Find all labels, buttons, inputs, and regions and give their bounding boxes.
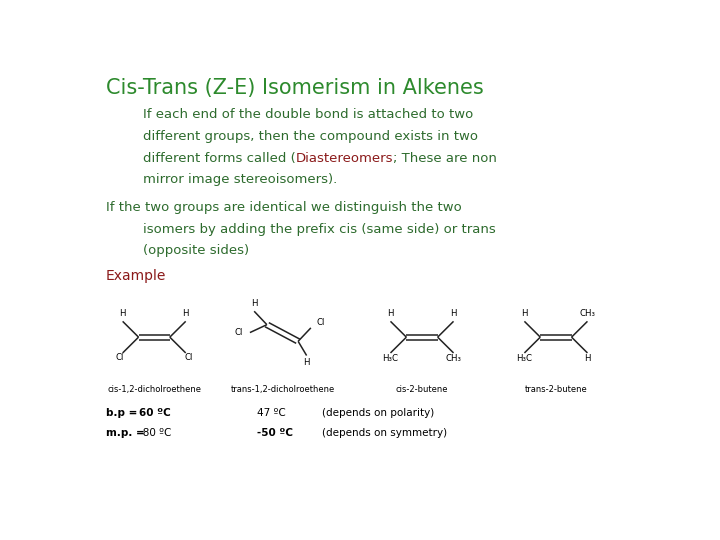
Text: trans-2-butene: trans-2-butene (525, 385, 588, 394)
Text: CH₃: CH₃ (580, 309, 595, 319)
Text: cis-2-butene: cis-2-butene (396, 385, 449, 394)
Text: (opposite sides): (opposite sides) (143, 245, 249, 258)
Text: different groups, then the compound exists in two: different groups, then the compound exis… (143, 130, 478, 143)
Text: Cl: Cl (184, 354, 193, 362)
Text: cis-1,2-dicholroethene: cis-1,2-dicholroethene (107, 385, 201, 394)
Text: -80 ºC: -80 ºC (139, 428, 171, 438)
Text: b.p =: b.p = (106, 408, 137, 418)
Text: H: H (120, 309, 126, 319)
Text: H: H (521, 309, 528, 319)
Text: -50 ºC: -50 ºC (258, 428, 294, 438)
Text: Cis-Trans (Z-E) Isomerism in Alkenes: Cis-Trans (Z-E) Isomerism in Alkenes (106, 78, 483, 98)
Text: Cl: Cl (235, 328, 243, 337)
Text: H₃C: H₃C (382, 354, 398, 363)
Text: mirror image stereoisomers).: mirror image stereoisomers). (143, 173, 337, 186)
Text: H: H (303, 357, 310, 367)
Text: H: H (182, 309, 189, 319)
Text: H: H (450, 309, 456, 319)
Text: isomers by adding the prefix cis (same side) or trans: isomers by adding the prefix cis (same s… (143, 223, 496, 236)
Text: H: H (584, 354, 590, 363)
Text: H: H (387, 309, 394, 319)
Text: If the two groups are identical we distinguish the two: If the two groups are identical we disti… (106, 201, 462, 214)
Text: m.p. =: m.p. = (106, 428, 145, 438)
Text: H₃C: H₃C (516, 354, 532, 363)
Text: 60 ºC: 60 ºC (139, 408, 171, 418)
Text: H: H (251, 299, 258, 308)
Text: Example: Example (106, 269, 166, 284)
Text: If each end of the double bond is attached to two: If each end of the double bond is attach… (143, 109, 473, 122)
Text: 47 ºC: 47 ºC (258, 408, 286, 418)
Text: (depends on polarity): (depends on polarity) (322, 408, 434, 418)
Text: CH₃: CH₃ (446, 354, 462, 363)
Text: Cl: Cl (116, 354, 124, 362)
Text: ; These are non: ; These are non (393, 152, 497, 165)
Text: (depends on symmetry): (depends on symmetry) (322, 428, 446, 438)
Text: trans-1,2-dicholroethene: trans-1,2-dicholroethene (230, 385, 335, 394)
Text: Diastereomers: Diastereomers (296, 152, 393, 165)
Text: Cl: Cl (316, 319, 325, 327)
Text: different forms called (: different forms called ( (143, 152, 296, 165)
